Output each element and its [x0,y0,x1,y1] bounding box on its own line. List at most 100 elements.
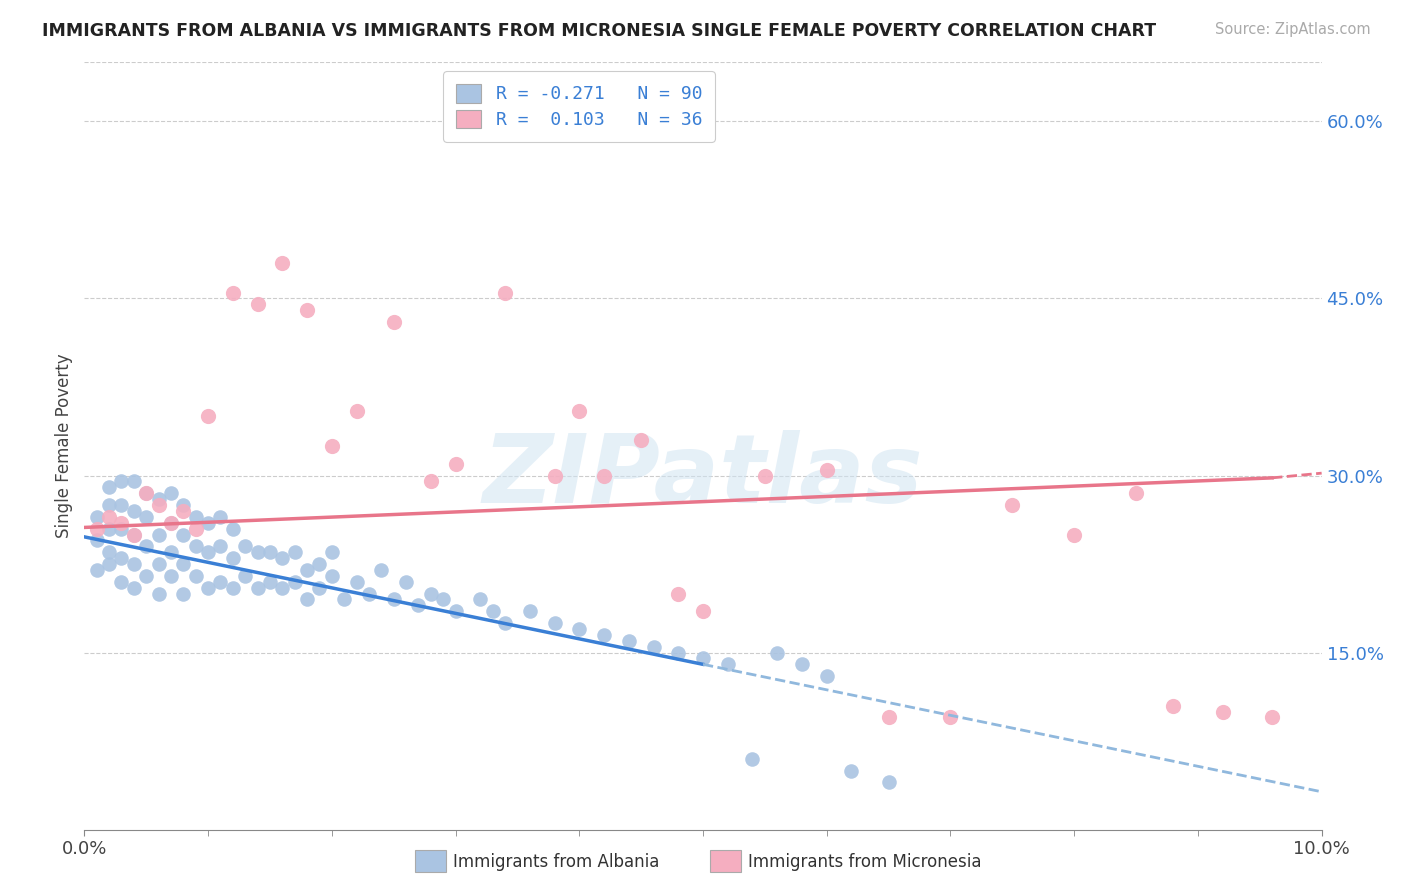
Point [86,533,108,548]
Point [543,615,565,630]
Point [135,569,157,583]
Point [98,522,121,536]
Point [122,557,145,571]
Point [284,545,307,559]
Point [815,462,838,476]
Point [815,669,838,683]
Point [135,486,157,500]
Point [148,586,170,600]
Point [197,516,219,530]
Text: Immigrants from Albania: Immigrants from Albania [453,853,659,871]
Point [197,581,219,595]
Point [197,545,219,559]
Point [110,516,132,530]
Point [160,569,183,583]
Point [766,646,789,660]
Point [666,586,689,600]
Point [122,527,145,541]
Point [148,527,170,541]
Point [122,475,145,489]
Point [160,516,183,530]
Point [172,586,194,600]
Point [222,581,245,595]
Point [419,586,441,600]
Point [470,592,492,607]
Point [308,557,330,571]
Point [246,581,269,595]
Point [321,545,343,559]
Point [222,551,245,566]
Point [432,592,454,607]
Point [308,581,330,595]
Point [284,574,307,589]
Point [160,545,183,559]
Point [122,527,145,541]
Point [357,586,380,600]
Point [295,303,318,318]
Point [481,604,503,618]
Point [233,539,256,553]
Point [346,574,368,589]
Point [370,563,392,577]
Point [717,657,740,672]
Point [160,516,183,530]
Point [346,403,368,417]
Point [408,599,430,613]
Point [122,504,145,518]
Point [259,545,281,559]
Point [135,539,157,553]
Point [321,569,343,583]
Point [135,509,157,524]
Point [86,522,108,536]
Point [519,604,541,618]
Point [741,752,763,766]
Point [593,628,616,642]
Point [939,710,962,724]
Point [110,574,132,589]
Point [110,475,132,489]
Point [494,615,516,630]
Point [692,604,714,618]
Point [148,498,170,512]
Point [877,775,900,789]
Point [160,486,183,500]
Point [754,468,776,483]
Point [568,622,591,636]
Point [172,504,194,518]
Point [148,492,170,507]
Point [172,557,194,571]
Point [643,640,665,654]
Point [593,468,616,483]
Text: Immigrants from Micronesia: Immigrants from Micronesia [748,853,981,871]
Point [1001,498,1024,512]
Point [271,256,294,270]
Text: Source: ZipAtlas.com: Source: ZipAtlas.com [1215,22,1371,37]
Point [259,574,281,589]
Point [543,468,565,483]
Point [172,527,194,541]
Text: ZIPatlas: ZIPatlas [482,430,924,524]
Point [617,633,640,648]
Point [98,480,121,494]
Point [841,764,863,778]
Point [98,509,121,524]
Point [86,509,108,524]
Point [98,557,121,571]
Point [419,475,441,489]
Point [110,522,132,536]
Point [790,657,813,672]
Point [630,433,652,447]
Point [184,522,207,536]
Point [333,592,356,607]
Point [246,545,269,559]
Point [1212,705,1234,719]
Point [148,557,170,571]
Point [184,569,207,583]
Point [444,457,467,471]
Point [184,509,207,524]
Point [444,604,467,618]
Point [395,574,418,589]
Point [110,551,132,566]
Point [209,574,232,589]
Y-axis label: Single Female Poverty: Single Female Poverty [55,354,73,538]
